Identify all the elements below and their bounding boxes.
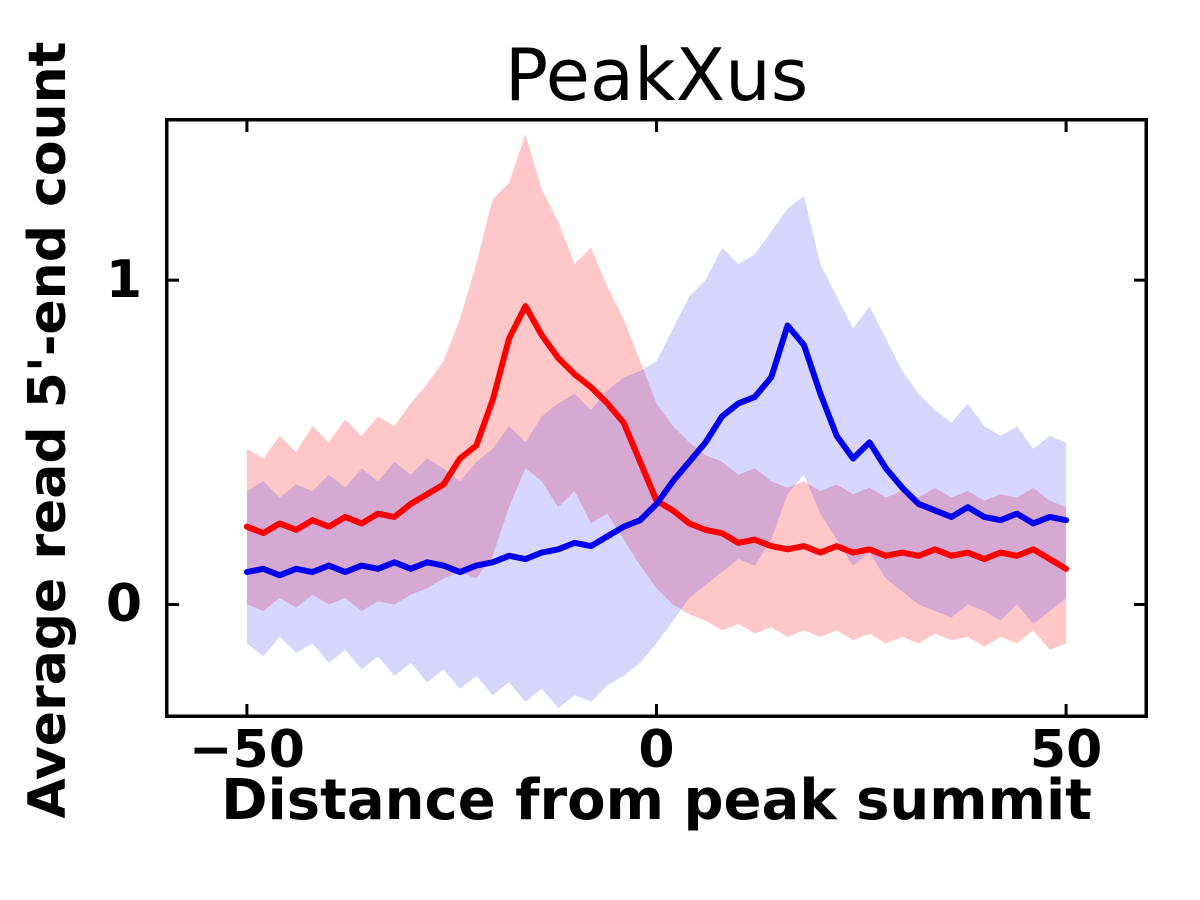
y-tick-label: 0 [105,574,142,635]
downstream-strand-mean-line [243,322,1070,579]
downstream-strand-band [246,195,1067,709]
upstream-strand-band [246,134,1067,650]
y-tick-label: 1 [105,250,142,311]
plot-area [165,118,1148,718]
y-axis-label: Average read 5'-end count [18,41,78,819]
x-tick-label: −50 [188,720,305,780]
axes-spines [165,118,1148,718]
x-tick-label: 0 [638,720,675,780]
chart-title: PeakXus [504,33,809,117]
x-axis-label: Distance from peak summit [221,768,1092,833]
x-tick-label: 50 [1029,720,1103,780]
